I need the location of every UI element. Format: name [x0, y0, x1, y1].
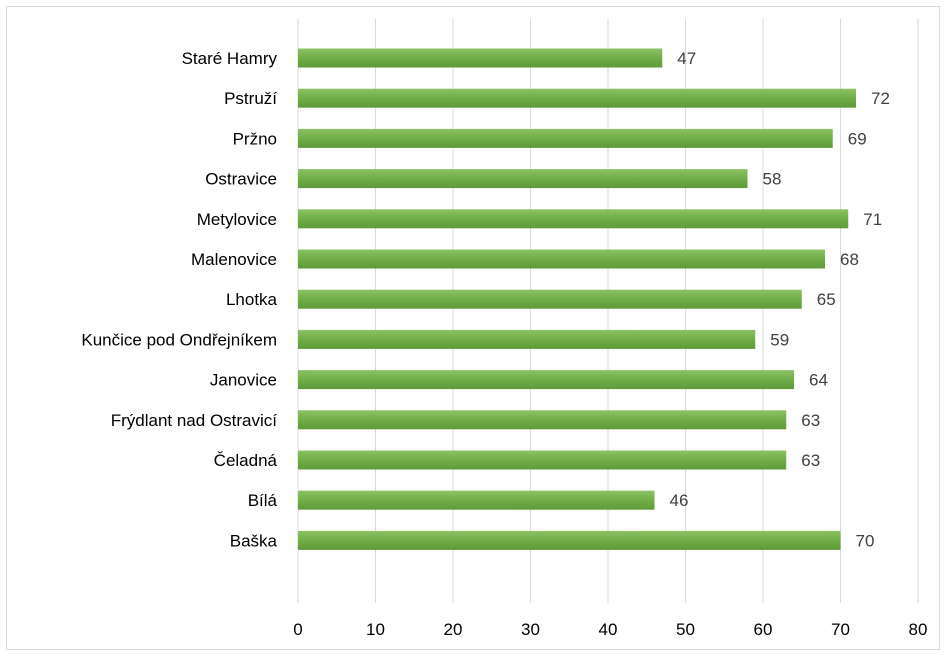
category-label: Malenovice: [191, 250, 277, 269]
x-tick-label: 80: [909, 620, 928, 639]
bar: [298, 48, 663, 68]
category-label: Lhotka: [226, 290, 278, 309]
bar: [298, 329, 756, 349]
value-label: 69: [848, 129, 867, 148]
bar: [298, 249, 825, 269]
category-label: Čeladná: [214, 451, 278, 470]
category-label: Staré Hamry: [182, 49, 278, 68]
category-labels: Staré Hamry Pstruží Pržno Ostravice Metylovi…: [81, 49, 277, 550]
value-label: 64: [809, 371, 828, 390]
bar: [298, 169, 748, 189]
chart-frame: Staré Hamry Pstruží Pržno Ostravice Metylovi…: [6, 6, 940, 650]
bar: [298, 370, 794, 390]
x-tick-label: 30: [521, 620, 540, 639]
value-label: 59: [770, 330, 789, 349]
value-label: 68: [840, 250, 859, 269]
value-label: 47: [677, 49, 696, 68]
value-label: 71: [863, 210, 882, 229]
x-tick-label: 60: [754, 620, 773, 639]
x-tick-label: 0: [293, 620, 302, 639]
bar: [298, 88, 856, 108]
x-tick-label: 70: [831, 620, 850, 639]
value-label: 72: [871, 89, 890, 108]
category-label: Janovice: [210, 371, 277, 390]
category-label: Pržno: [233, 129, 277, 148]
x-tick-labels: 0 10 20 30 40 50 60 70 80: [293, 620, 927, 639]
category-label: Kunčice pod Ondřejníkem: [81, 330, 277, 349]
value-label: 70: [856, 531, 875, 550]
x-tick-label: 40: [599, 620, 618, 639]
bar: [298, 128, 833, 148]
category-label: Metylovice: [197, 210, 277, 229]
bar: [298, 410, 787, 430]
bar: [298, 530, 841, 550]
bar: [298, 490, 655, 510]
category-label: Pstruží: [224, 89, 277, 108]
bars: [298, 48, 856, 550]
category-label: Ostravice: [205, 170, 277, 189]
gridlines: [297, 19, 919, 603]
x-tick-label: 10: [366, 620, 385, 639]
value-label: 65: [817, 290, 836, 309]
bar: [298, 450, 787, 470]
bar: [298, 289, 802, 309]
bar: [298, 209, 849, 229]
value-label: 63: [801, 411, 820, 430]
value-labels: 47 72 69 58 71 68 65 59 64 63 63 46 70: [670, 49, 890, 550]
value-label: 46: [670, 491, 689, 510]
bar-chart: Staré Hamry Pstruží Pržno Ostravice Metylovi…: [81, 19, 927, 639]
value-label: 63: [801, 451, 820, 470]
category-label: Frýdlant nad Ostravicí: [111, 411, 278, 430]
x-tick-label: 50: [676, 620, 695, 639]
category-label: Baška: [230, 531, 278, 550]
x-tick-label: 20: [444, 620, 463, 639]
category-label: Bílá: [248, 491, 278, 510]
value-label: 58: [763, 170, 782, 189]
